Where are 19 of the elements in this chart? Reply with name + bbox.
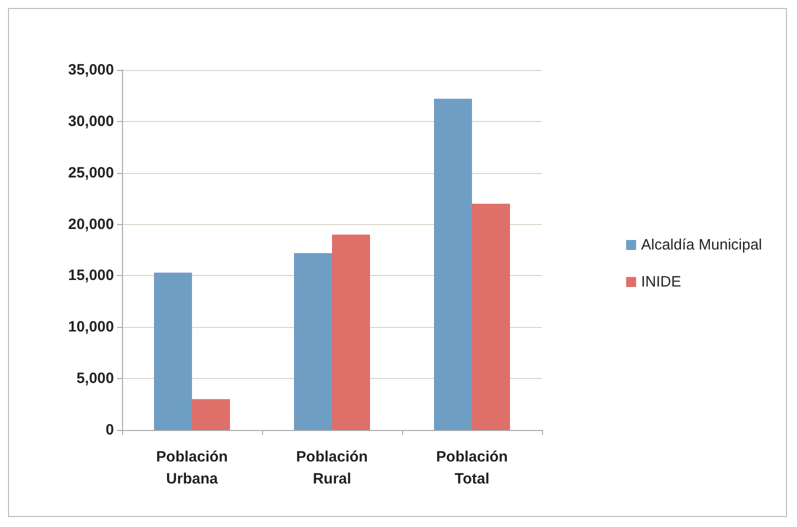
legend-label: Alcaldía Municipal (641, 236, 762, 254)
bar (154, 272, 192, 430)
bar (472, 204, 510, 430)
y-tick-label: 20,000 (68, 216, 114, 233)
y-tick-label: 30,000 (68, 112, 114, 130)
x-tick-label: Población Rural (296, 448, 368, 488)
bar (332, 234, 370, 430)
y-tick-label: 15,000 (68, 267, 114, 284)
bar (434, 98, 472, 430)
bar (294, 253, 332, 430)
y-tick-label: 5,000 (76, 370, 114, 388)
y-tick-label: 10,000 (68, 318, 114, 336)
y-tick-label: 35,000 (68, 62, 114, 78)
bar (192, 399, 230, 430)
x-tick-label: Población Total (436, 448, 508, 488)
legend-label: INIDE (641, 274, 682, 290)
y-tick-label: 0 (106, 422, 114, 438)
x-tick-label: Población Urbana (156, 448, 228, 488)
y-tick-label: 25,000 (68, 164, 114, 182)
